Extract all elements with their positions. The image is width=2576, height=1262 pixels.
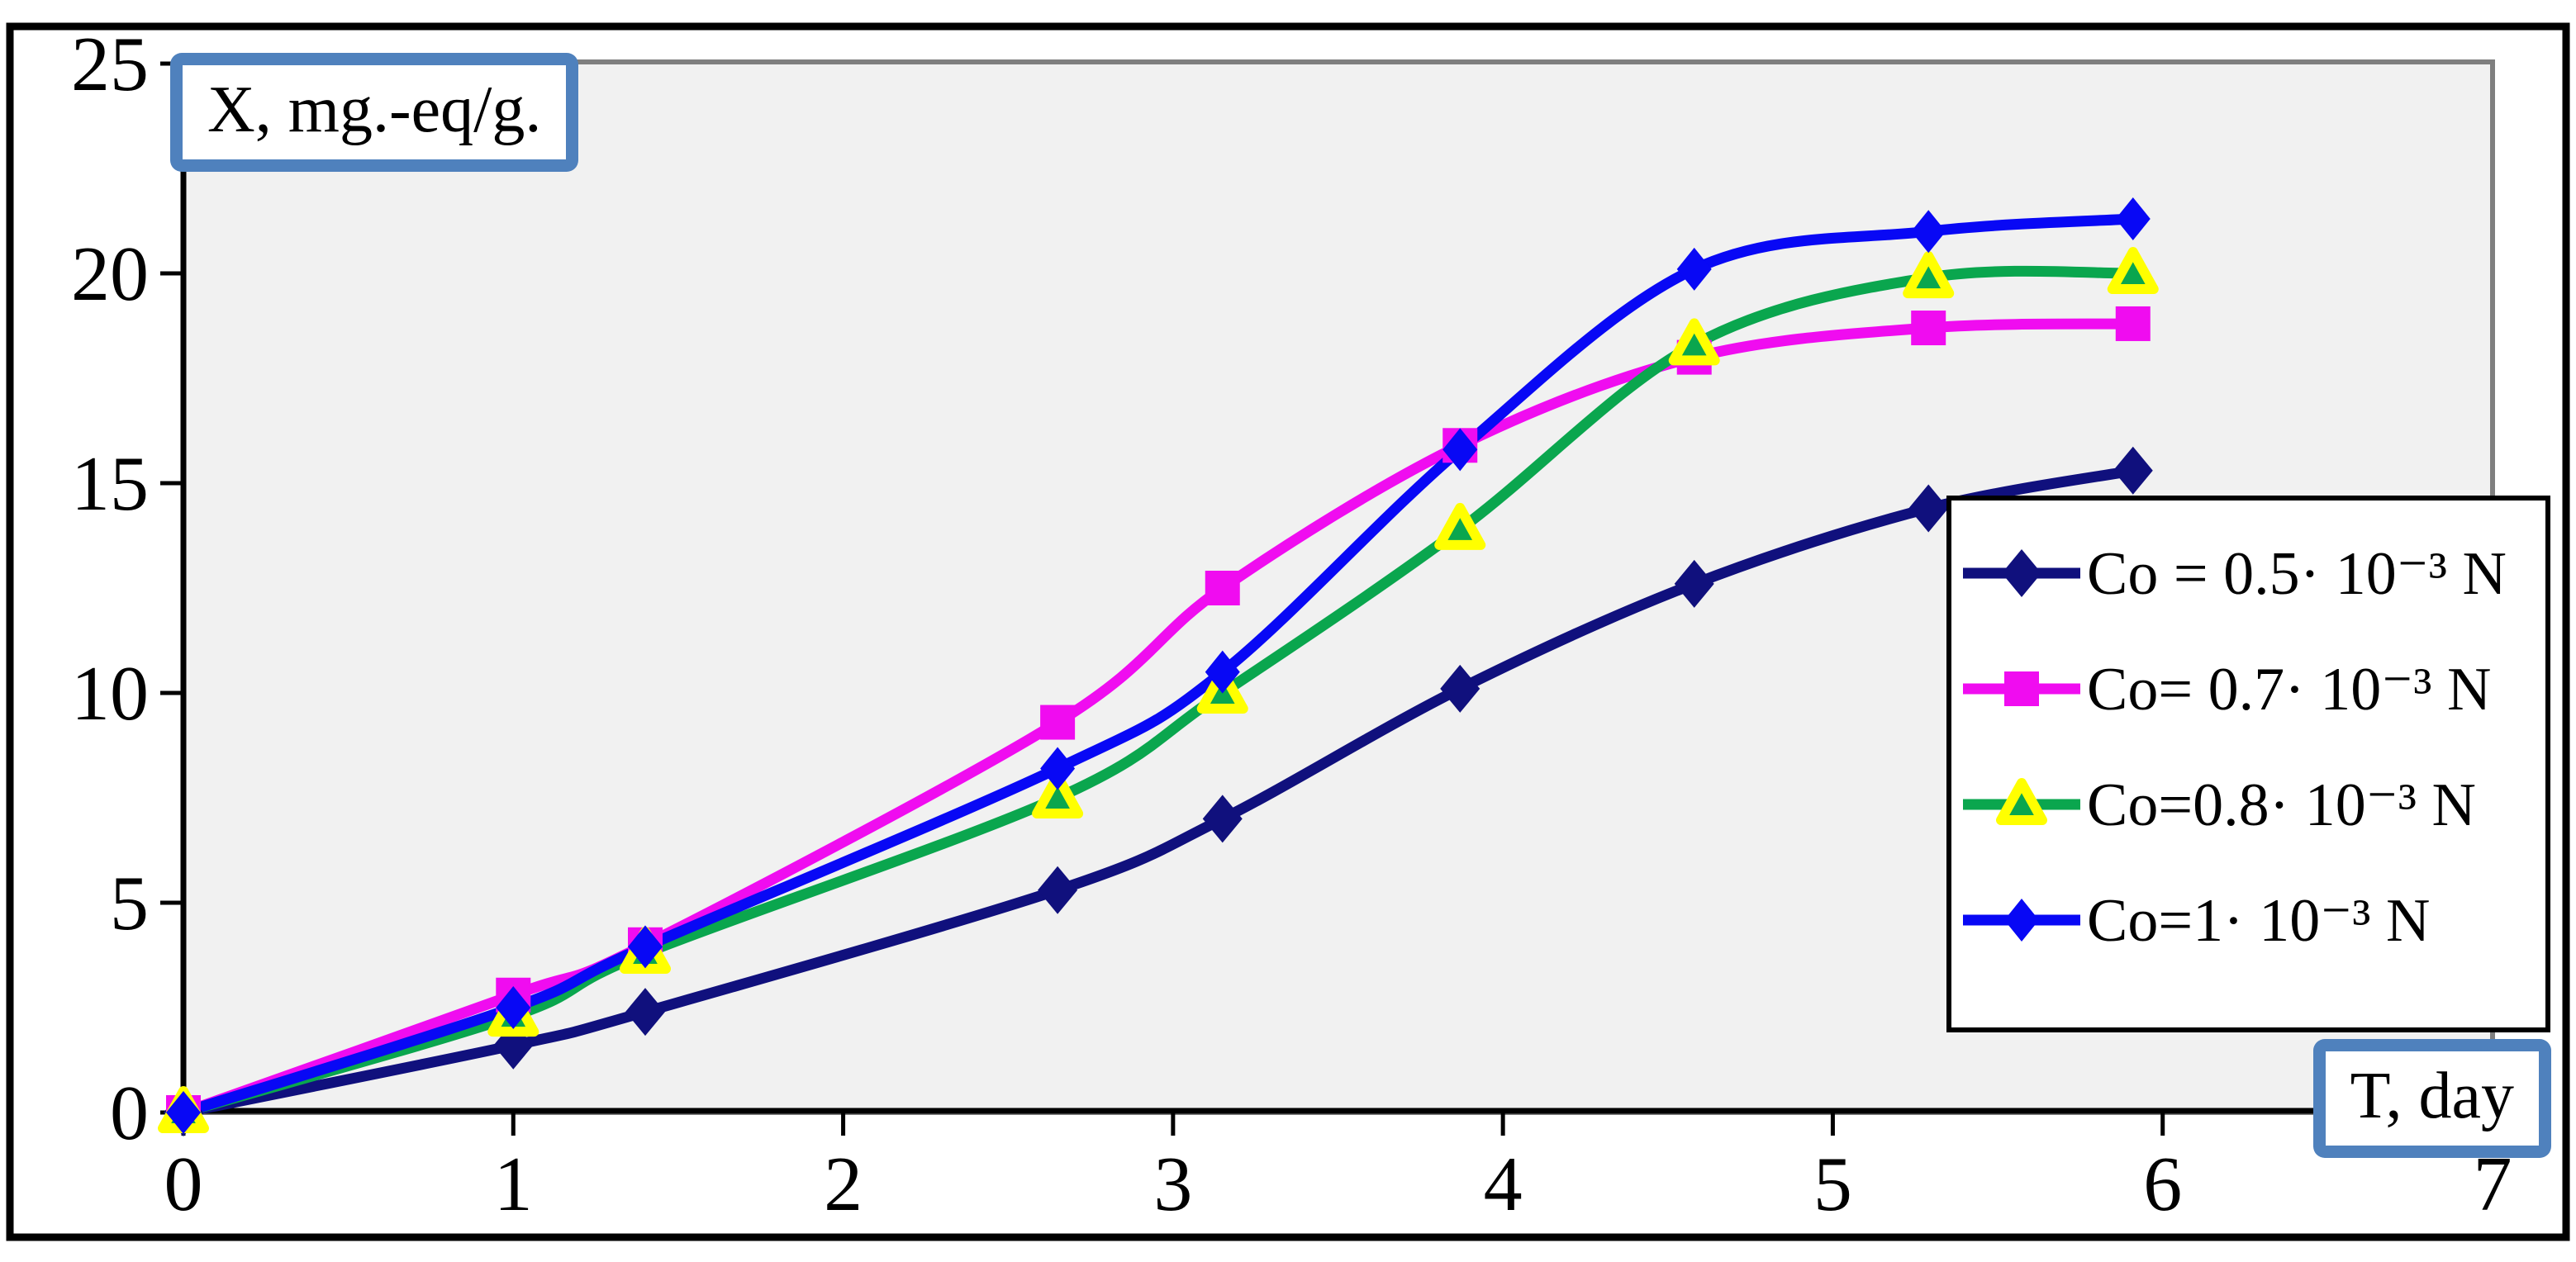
- y-axis-title-box: X, mg.-eq/g.: [170, 53, 579, 172]
- data-point-marker-diamond: [2113, 446, 2153, 495]
- data-point-marker-diamond: [1911, 210, 1946, 254]
- legend-marker-triangle-green: [1963, 778, 2080, 825]
- x-tick-label: 2: [824, 1141, 863, 1227]
- data-point-marker-triangle: [1996, 778, 2047, 825]
- data-point-marker-diamond: [1908, 484, 1949, 533]
- legend-marker-diamond-blue: [1963, 899, 2080, 942]
- figure-border: [6, 22, 2570, 1241]
- data-point-marker-diamond: [1038, 866, 1078, 914]
- x-axis-title-box: T, day: [2312, 1039, 2551, 1158]
- x-tick-label: 5: [1813, 1141, 1852, 1227]
- data-point-marker-triangle: [1668, 318, 1720, 366]
- legend-entry: Co= 0.7· 10⁻³ N: [1960, 639, 2545, 738]
- series-line-3: [178, 213, 2139, 1118]
- data-point-marker-triangle: [2107, 247, 2159, 294]
- data-point-marker-diamond: [2115, 197, 2151, 240]
- x-tick-label: 1: [494, 1141, 533, 1227]
- data-point-marker-diamond: [1674, 559, 1714, 608]
- data-point-marker-square: [1205, 571, 1240, 605]
- data-point-marker-diamond: [496, 986, 531, 1029]
- series-line-1: [178, 318, 2139, 1118]
- data-point-marker-diamond: [1676, 247, 1712, 291]
- legend-label: Co=0.8· 10⁻³ N: [2087, 771, 2476, 839]
- data-point-marker-diamond: [166, 1091, 201, 1134]
- data-point-marker-diamond: [1442, 428, 1478, 472]
- legend-entry: Co=1· 10⁻³ N: [1960, 871, 2545, 970]
- x-axis-title: T, day: [2350, 1060, 2514, 1132]
- data-point-marker-triangle: [1032, 771, 1084, 818]
- data-point-marker-diamond: [1440, 664, 1480, 713]
- legend-entry: Co=0.8· 10⁻³ N: [1960, 755, 2545, 854]
- data-point-marker-triangle: [1903, 251, 1955, 299]
- legend-marker-square-magenta: [1963, 671, 2080, 706]
- legend-entry: Co = 0.5· 10⁻³ N: [1960, 524, 2545, 623]
- x-tick-label: 6: [2143, 1141, 2182, 1227]
- data-point-marker-square: [1040, 705, 1076, 740]
- x-tick-label: 0: [164, 1141, 203, 1227]
- y-tick-label: 10: [71, 651, 149, 737]
- y-tick-label: 20: [71, 231, 149, 317]
- x-tick-label: 4: [1484, 1141, 1523, 1227]
- data-point-marker-square: [2004, 671, 2039, 706]
- x-tick-label: 3: [1153, 1141, 1192, 1227]
- data-point-marker-square: [2115, 306, 2151, 341]
- y-tick-label: 0: [110, 1070, 149, 1156]
- data-point-marker-diamond: [1202, 795, 1243, 843]
- data-point-marker-triangle: [1434, 502, 1486, 550]
- data-point-marker-diamond: [1205, 650, 1240, 694]
- data-point-marker-diamond: [1040, 747, 1076, 790]
- legend-label: Co = 0.5· 10⁻³ N: [2087, 539, 2507, 608]
- y-axis-title: X, mg.-eq/g.: [207, 74, 542, 146]
- legend-label: Co= 0.7· 10⁻³ N: [2087, 655, 2492, 724]
- data-point-marker-diamond: [2004, 899, 2039, 942]
- legend: Co = 0.5· 10⁻³ N Co= 0.7· 10⁻³ N Co=0.8·…: [1946, 496, 2550, 1032]
- data-point-marker-diamond: [625, 988, 665, 1037]
- y-tick-label: 15: [71, 441, 149, 527]
- legend-label: Co=1· 10⁻³ N: [2087, 886, 2431, 955]
- legend-marker-diamond-navy: [1963, 549, 2080, 597]
- y-tick-label: 25: [71, 21, 149, 107]
- data-point-marker-diamond: [2002, 549, 2041, 597]
- data-point-marker-diamond: [628, 925, 663, 969]
- y-tick-label: 5: [110, 861, 149, 947]
- data-point-marker-square: [1911, 311, 1946, 346]
